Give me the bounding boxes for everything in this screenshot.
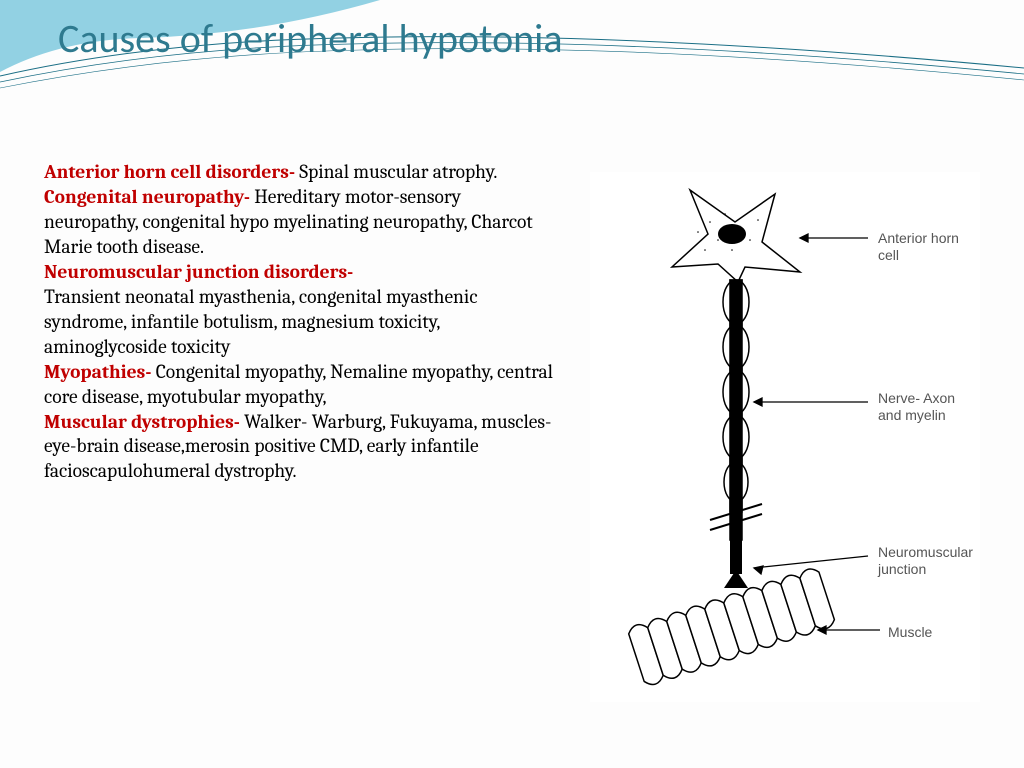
diagram-label-2: Nerve- Axon and myelin <box>878 390 968 424</box>
page-title: Causes of peripheral hypotonia <box>58 14 563 63</box>
category-text-2: Transient neonatal myasthenia, congenita… <box>44 285 478 358</box>
category-1: Congenital neuropathy- <box>44 185 254 208</box>
category-3: Myopathies- <box>44 360 156 383</box>
category-0: Anterior horn cell disorders- <box>44 160 299 183</box>
diagram-label-3: Neuromuscular junction <box>878 544 978 578</box>
category-2: Neuromuscular junction disorders- <box>44 260 353 283</box>
diagram-label-1: Anterior horn cell <box>878 230 980 264</box>
category-text-0: Spinal muscular atrophy. <box>299 160 497 183</box>
category-4: Muscular dystrophies- <box>44 410 244 433</box>
title-text: Causes of peripheral hypotonia <box>58 14 563 63</box>
diagram-label-4: Muscle <box>888 624 932 641</box>
neuron-diagram: Anterior horn cell Nerve- Axon and myeli… <box>590 172 980 702</box>
content-body: Anterior horn cell disorders- Spinal mus… <box>44 160 554 484</box>
